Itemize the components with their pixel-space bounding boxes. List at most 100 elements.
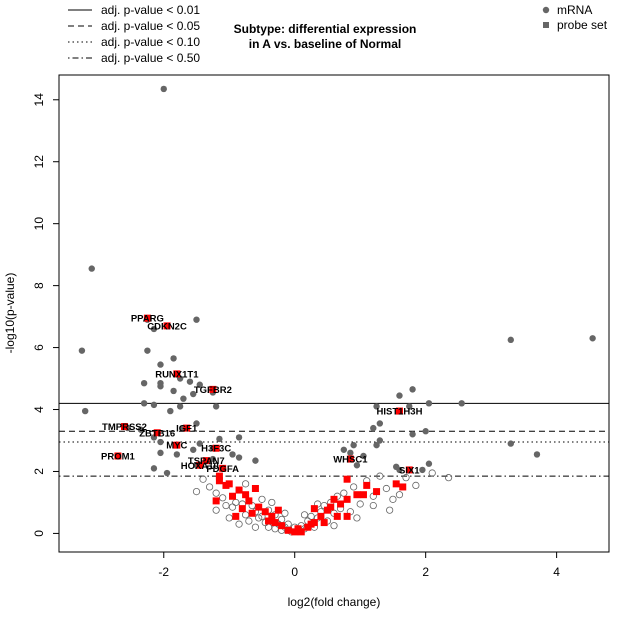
legend-line-label: adj. p-value < 0.01 bbox=[101, 3, 200, 17]
data-point-probe-set bbox=[294, 525, 302, 533]
gene-label: H3F3C bbox=[201, 444, 231, 455]
legend-circle-marker bbox=[542, 6, 550, 14]
x-axis-label: log2(fold change) bbox=[288, 595, 381, 609]
gene-label: CDKN2C bbox=[147, 321, 187, 332]
data-point-probe-set bbox=[251, 485, 259, 493]
data-point-probe-set bbox=[225, 480, 233, 488]
data-point-probe-set bbox=[310, 519, 318, 527]
threshold-lines bbox=[59, 402, 609, 477]
gene-label: HIST1H3H bbox=[377, 407, 423, 418]
gene-label: PPARG bbox=[131, 314, 164, 325]
data-point-mrna bbox=[216, 435, 223, 443]
data-point-probe-set bbox=[346, 455, 354, 463]
data-point-mrna bbox=[163, 469, 171, 477]
y-tick-label: 0 bbox=[32, 530, 46, 537]
data-point-probe-set bbox=[359, 491, 367, 499]
data-point-mrna bbox=[340, 446, 348, 453]
data-point-mrna bbox=[186, 378, 194, 385]
data-point-open bbox=[212, 489, 220, 497]
data-point-open bbox=[199, 475, 207, 483]
data-point-probe-set bbox=[242, 491, 250, 499]
data-point-mrna bbox=[353, 462, 361, 469]
data-point-mrna bbox=[78, 347, 86, 354]
data-point-mrna bbox=[425, 460, 433, 467]
gene-label: SIX1 bbox=[399, 465, 420, 476]
legend-line-label: adj. p-value < 0.10 bbox=[101, 35, 200, 49]
data-point-probe-set bbox=[215, 472, 223, 480]
data-point-mrna bbox=[157, 449, 164, 457]
data-point-open bbox=[356, 500, 364, 508]
data-point-open bbox=[402, 474, 410, 482]
x-tick-label: -2 bbox=[158, 565, 169, 579]
data-point-mrna bbox=[193, 420, 200, 427]
y-axis: 0 2 4 6 8 10 12 14 bbox=[32, 93, 60, 537]
data-point-mrna bbox=[150, 401, 158, 409]
y-tick-label: 4 bbox=[32, 406, 46, 413]
data-point-probe-set bbox=[114, 452, 122, 460]
data-point-probe-set bbox=[363, 481, 371, 489]
data-point-probe-set bbox=[317, 512, 325, 520]
data-point-open bbox=[350, 483, 358, 491]
data-point-mrna bbox=[157, 383, 164, 390]
data-point-mrna bbox=[176, 403, 184, 410]
data-point-open bbox=[395, 491, 404, 499]
probe-set-points bbox=[114, 314, 413, 536]
data-point-probe-set bbox=[196, 461, 204, 469]
data-point-mrna bbox=[137, 426, 145, 433]
data-point-open bbox=[389, 495, 397, 503]
data-point-probe-set bbox=[330, 495, 338, 503]
data-point-probe-set bbox=[343, 495, 351, 503]
data-point-mrna bbox=[376, 420, 384, 427]
data-point-probe-set bbox=[395, 407, 403, 415]
legend-line-label: adj. p-value < 0.50 bbox=[101, 51, 200, 65]
data-point-open bbox=[307, 512, 315, 520]
data-point-probe-set bbox=[212, 444, 220, 452]
data-point-probe-set bbox=[120, 423, 128, 431]
data-point-open bbox=[300, 511, 309, 519]
data-point-probe-set bbox=[202, 457, 210, 465]
data-point-mrna bbox=[190, 446, 197, 453]
data-point-open bbox=[353, 514, 361, 522]
data-point-mrna bbox=[425, 400, 433, 407]
data-point-mrna bbox=[173, 451, 181, 458]
data-point-mrna bbox=[88, 265, 95, 272]
y-tick-label: 6 bbox=[32, 344, 46, 351]
data-point-probe-set bbox=[284, 526, 292, 534]
data-point-open bbox=[212, 506, 220, 514]
data-point-open bbox=[369, 501, 377, 510]
data-point-mrna bbox=[167, 407, 174, 415]
data-point-mrna bbox=[229, 451, 236, 458]
gene-label: TGFBR2 bbox=[194, 385, 232, 396]
data-point-mrna bbox=[252, 457, 259, 464]
y-tick-label: 8 bbox=[32, 282, 46, 289]
data-point-mrna bbox=[360, 452, 367, 460]
data-point-mrna bbox=[170, 355, 177, 362]
legend-point-label: mRNA bbox=[557, 3, 592, 17]
data-point-mrna bbox=[376, 437, 384, 444]
data-point-mrna bbox=[370, 424, 377, 432]
data-point-open bbox=[222, 501, 230, 510]
data-point-open bbox=[242, 511, 250, 519]
gene-label: TSPAN7 bbox=[188, 456, 225, 467]
mrna-points bbox=[78, 85, 596, 477]
gene-label: MYC bbox=[166, 441, 187, 452]
data-point-mrna bbox=[347, 449, 354, 457]
data-point-mrna bbox=[406, 403, 413, 410]
data-point-open bbox=[219, 494, 227, 502]
data-point-open bbox=[232, 498, 240, 507]
data-point-probe-set bbox=[229, 492, 237, 500]
data-point-probe-set bbox=[310, 505, 318, 513]
data-point-mrna bbox=[180, 395, 187, 402]
data-point-mrna bbox=[160, 85, 167, 93]
data-point-open bbox=[428, 469, 436, 477]
data-point-probe-set bbox=[274, 506, 282, 514]
data-point-open bbox=[376, 472, 384, 480]
data-point-mrna bbox=[144, 347, 151, 354]
data-point-mrna bbox=[81, 407, 89, 415]
data-point-mrna bbox=[150, 325, 158, 333]
data-point-mrna bbox=[393, 463, 400, 471]
data-point-probe-set bbox=[215, 477, 223, 485]
x-tick-label: 0 bbox=[291, 565, 298, 579]
